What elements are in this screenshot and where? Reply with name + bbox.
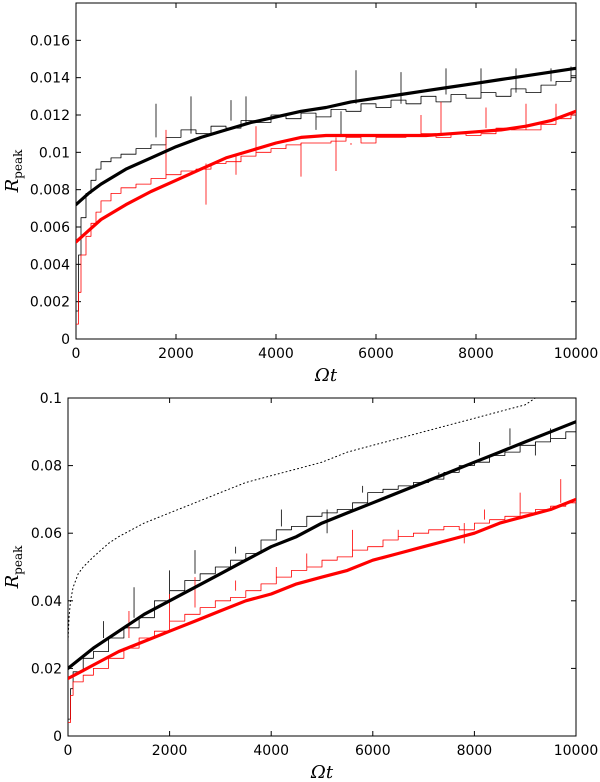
bottom-chart: 0 2000 4000 6000 8000 10000 0 0.02 0.04 0.06 0.08 0…	[2, 391, 598, 782]
series-red-fit	[76, 109, 576, 244]
x-tick-label: 0	[72, 346, 81, 362]
y-tick-label: 0.008	[30, 183, 70, 199]
x-tick-label: 8000	[458, 346, 494, 362]
y-tick-label: 0.016	[30, 33, 70, 49]
x-tick-label: 2000	[152, 743, 188, 759]
series-black-noisy	[68, 424, 576, 720]
y-tick-label: 0.012	[30, 108, 70, 124]
x-tick-label: 10000	[554, 346, 599, 362]
x-tick-label: 4000	[253, 743, 289, 759]
x-tick-label: 4000	[258, 346, 294, 362]
series-black-fit	[76, 66, 576, 207]
x-tick-label: 2000	[158, 346, 194, 362]
series-red-fit	[68, 497, 576, 681]
y-tick-label: 0.02	[31, 661, 62, 677]
y-tick-label: 0.06	[31, 526, 62, 542]
y-tick-label: 0.04	[31, 594, 62, 610]
x-axis-title: Ωt	[314, 365, 338, 386]
y-tick-label: 0.08	[31, 459, 62, 475]
x-tick-label: 8000	[457, 743, 493, 759]
x-tick-label: 6000	[355, 743, 391, 759]
y-axis-title: Rpeak	[2, 149, 25, 194]
y-tick-label: 0.1	[40, 391, 62, 407]
series-black-noisy	[76, 67, 576, 312]
y-tick-label: 0.002	[30, 295, 70, 311]
series-red-noisy	[68, 499, 576, 723]
y-tick-label: 0	[61, 332, 70, 348]
y-tick-label: 0.014	[30, 71, 70, 87]
series-dotted-reference	[68, 398, 536, 642]
y-tick-label: 0.004	[30, 257, 70, 273]
x-axis-title: Ωt	[310, 762, 334, 782]
x-tick-label: 10000	[554, 743, 599, 759]
y-tick-label: 0.006	[30, 220, 70, 236]
series-black-fit	[68, 420, 576, 670]
x-tick-label: 0	[64, 743, 73, 759]
plot-frame	[75, 2, 577, 340]
top-chart: 0 2000 4000 6000 8000 10000 0 0.002 0.004 0.006 0.…	[2, 2, 599, 386]
series-red-noisy	[76, 112, 576, 325]
y-axis-title: Rpeak	[2, 545, 25, 590]
y-tick-label: 0.01	[39, 145, 70, 161]
plot-frame	[67, 397, 577, 737]
y-tick-label: 0	[53, 729, 62, 745]
x-tick-label: 6000	[358, 346, 394, 362]
